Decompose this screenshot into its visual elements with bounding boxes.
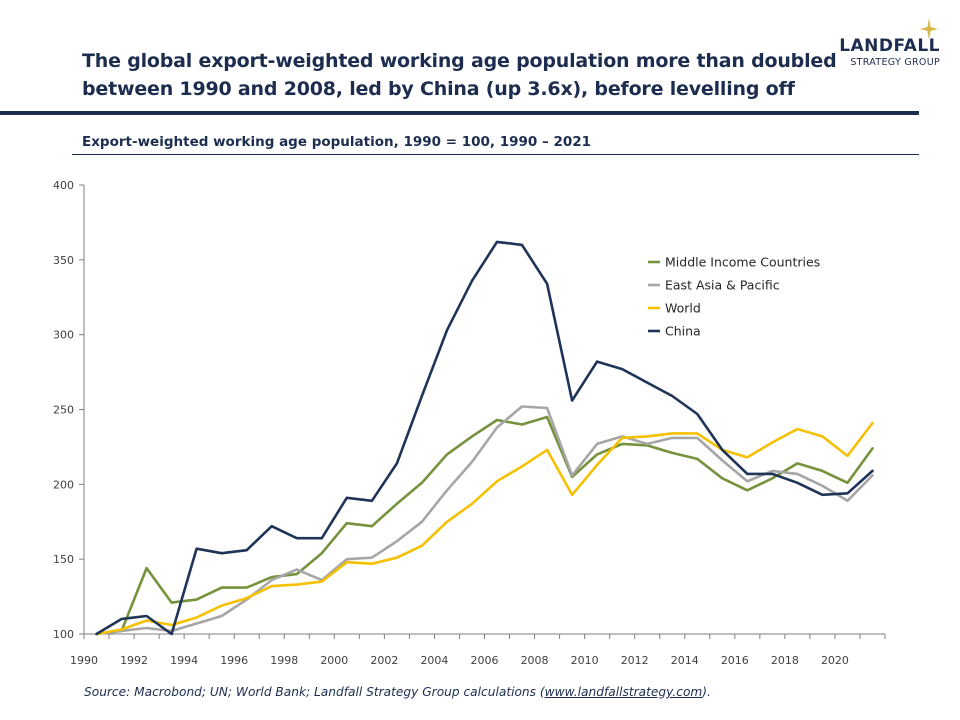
y-tick-label: 250 bbox=[53, 404, 74, 417]
series-line bbox=[95, 240, 874, 636]
series-line bbox=[95, 405, 874, 636]
x-tick-label: 2004 bbox=[420, 654, 448, 667]
series-layer bbox=[95, 240, 874, 636]
x-tick-label: 2002 bbox=[370, 654, 398, 667]
y-tick-label: 350 bbox=[53, 254, 74, 267]
x-tick-label: 1994 bbox=[170, 654, 198, 667]
source-link[interactable]: www.landfallstrategy.com bbox=[544, 685, 703, 699]
series-china bbox=[95, 240, 874, 636]
y-tick-label: 200 bbox=[53, 478, 74, 491]
headline: The global export-weighted working age p… bbox=[82, 47, 842, 103]
x-tick-label: 2018 bbox=[771, 654, 799, 667]
x-tick-label: 2014 bbox=[671, 654, 699, 667]
y-tick-label: 150 bbox=[53, 553, 74, 566]
x-tick-label: 1996 bbox=[220, 654, 248, 667]
y-tick-label: 100 bbox=[53, 628, 74, 641]
legend-label: Middle Income Countries bbox=[665, 255, 820, 270]
x-tick-label: 2012 bbox=[621, 654, 649, 667]
subtitle-divider bbox=[72, 154, 919, 155]
logo-subtitle: STRATEGY GROUP bbox=[850, 57, 940, 68]
series-east-asia-pacific bbox=[95, 405, 874, 636]
chart-legend: Middle Income Countries East Asia & Pacif… bbox=[648, 255, 820, 339]
legend-label: World bbox=[665, 301, 701, 316]
x-tick-label: 2006 bbox=[471, 654, 499, 667]
source-note: Source: Macrobond; UN; World Bank; Landf… bbox=[84, 685, 711, 699]
y-tick-label: 300 bbox=[53, 329, 74, 342]
chart-subtitle: Export-weighted working age population, … bbox=[82, 134, 592, 150]
series-line bbox=[95, 421, 874, 636]
source-prefix: Source: Macrobond; UN; World Bank; Landf… bbox=[84, 685, 545, 699]
headline-line-2: between 1990 and 2008, led by China (up … bbox=[82, 78, 795, 100]
x-tick-label: 2016 bbox=[721, 654, 749, 667]
axes-layer: 100 150 200 250 300 350 400 1990 1992 1994 1996 199… bbox=[53, 179, 886, 667]
y-tick-label: 400 bbox=[53, 179, 74, 192]
legend-label: China bbox=[665, 324, 701, 339]
legend-label: East Asia & Pacific bbox=[665, 278, 780, 293]
logo-name: LANDFALL bbox=[839, 36, 940, 56]
x-tick-label: 2020 bbox=[821, 654, 849, 667]
header-divider bbox=[0, 111, 919, 115]
star-icon bbox=[920, 18, 938, 40]
series-world bbox=[95, 421, 874, 636]
x-tick-label: 2000 bbox=[320, 654, 348, 667]
headline-line-1: The global export-weighted working age p… bbox=[82, 50, 837, 72]
x-tick-label: 1990 bbox=[70, 654, 98, 667]
series-line bbox=[95, 415, 874, 636]
source-suffix: ). bbox=[702, 685, 711, 699]
x-tick-label: 1992 bbox=[120, 654, 148, 667]
x-tick-label: 1998 bbox=[270, 654, 298, 667]
series-middle-income-countries bbox=[95, 415, 874, 636]
x-tick-label: 2008 bbox=[521, 654, 549, 667]
x-tick-label: 2010 bbox=[571, 654, 599, 667]
landfall-logo: LANDFALL STRATEGY GROUP bbox=[828, 34, 940, 74]
